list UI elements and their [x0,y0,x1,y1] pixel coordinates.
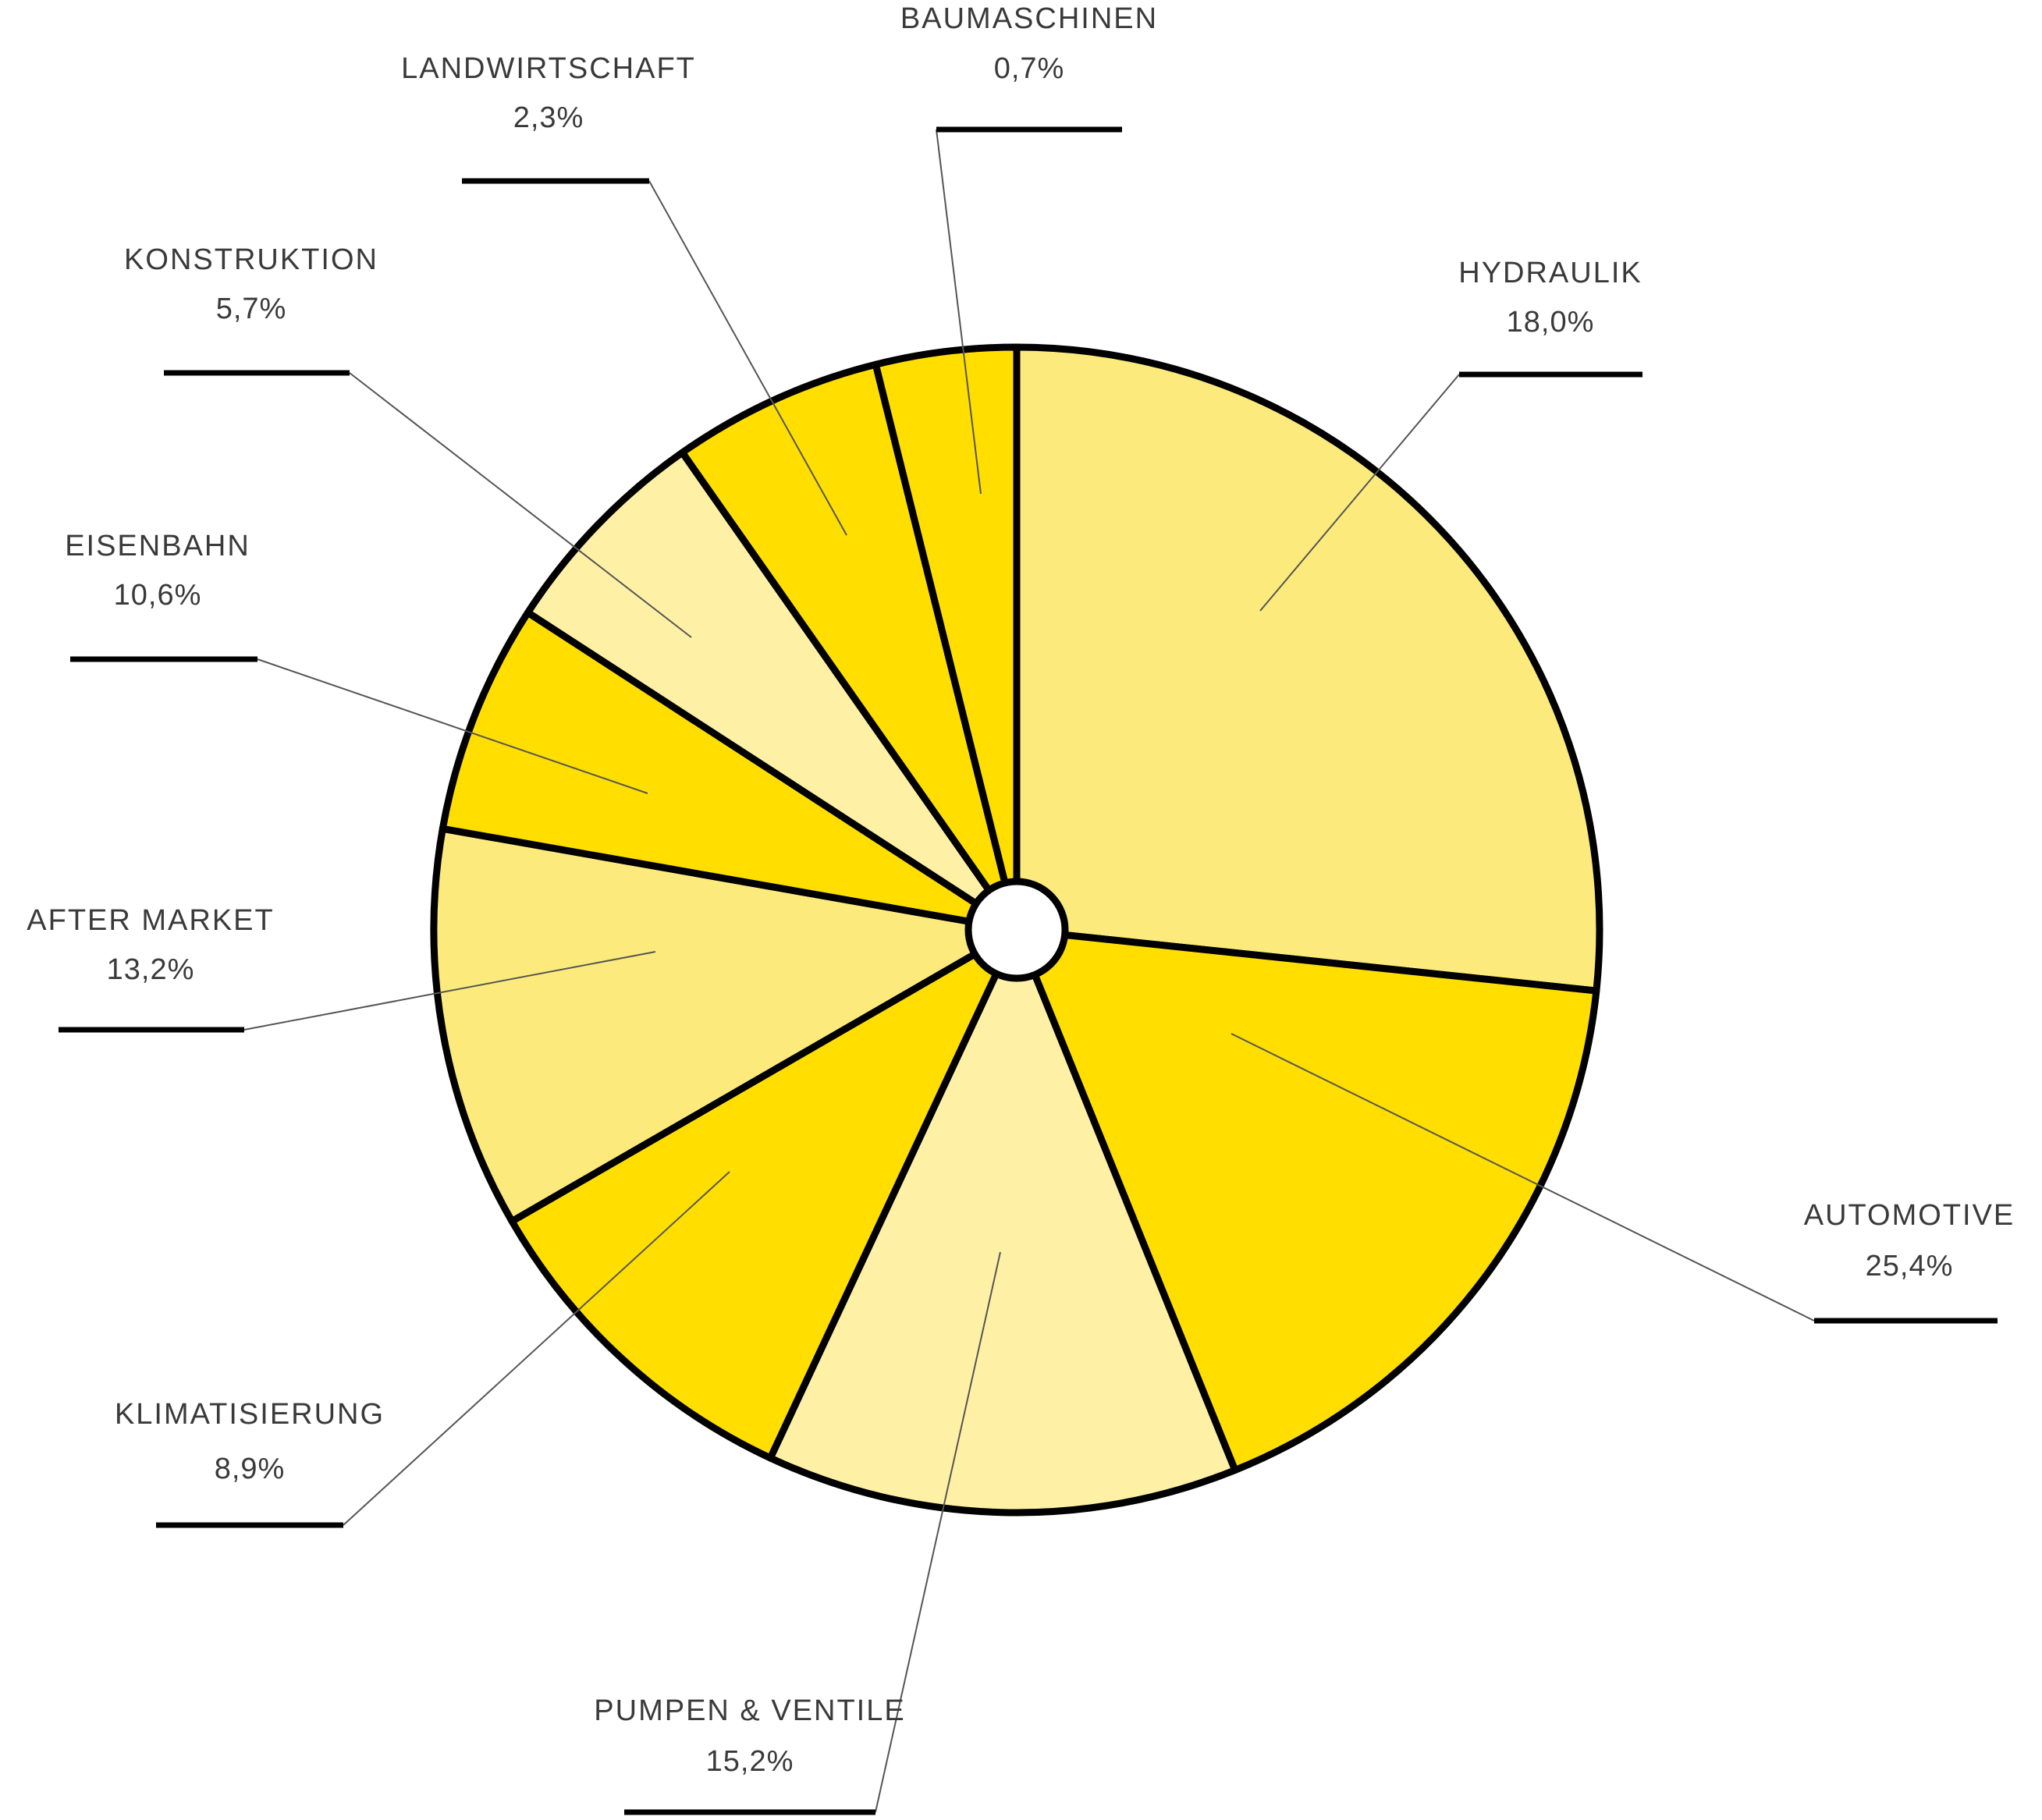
slice-value-label: 2,3% [513,101,584,134]
leader-line [648,180,847,536]
slice-value-label: 18,0% [1507,306,1595,339]
pie-slice-landwirtschaft [679,360,1021,934]
slice-value-label: 25,4% [1866,1250,1954,1283]
leader-line [349,372,692,638]
slice-category-label: KONSTRUKTION [124,243,378,276]
slice-value-label: 8,9% [215,1453,286,1485]
leader-line [1259,374,1460,612]
leader-line [936,129,982,495]
pie-slice-hydraulik [1013,343,1603,995]
slice-category-label: AUTOMOTIVE [1804,1199,2015,1232]
leader-line [875,1251,1001,1813]
pie-slice-pumpen-ventile [766,926,1239,1517]
slice-category-label: LANDWIRTSCHAFT [401,52,696,85]
pie-slice-after-market [430,825,1021,1225]
leader-line [257,658,648,794]
pie-slice-automotive [1013,926,1600,1474]
slice-value-label: 0,7% [994,52,1065,85]
leaders-layer [59,126,1998,1815]
slice-category-label: AFTER MARKET [27,904,274,937]
slice-value-label: 10,6% [114,579,202,612]
slice-category-label: EISENBAHN [65,530,250,562]
slice-category-label: KLIMATISIERUNG [115,1398,385,1431]
labels-layer: HYDRAULIK 18,0% AUTOMOTIVE 25,4% PUMPEN & VE… [27,2,2015,1778]
slice-category-label: PUMPEN & VENTILE [594,1694,905,1727]
slice-value-label: 13,2% [107,953,195,986]
pie-slice-konstruktion [524,449,1021,934]
slices-layer [430,343,1603,1517]
slice-value-label: 15,2% [706,1745,794,1778]
leader-line [343,1171,730,1526]
pie-slice-eisenbahn [439,608,1021,934]
pie-slice-klimatisierung [508,926,1021,1462]
leader-line [243,951,656,1031]
leader-line [1231,1033,1815,1322]
slice-category-label: BAUMASCHINEN [900,2,1158,35]
slice-value-label: 5,7% [216,293,287,325]
center-hole [964,878,1069,982]
slice-category-label: HYDRAULIK [1458,257,1642,289]
